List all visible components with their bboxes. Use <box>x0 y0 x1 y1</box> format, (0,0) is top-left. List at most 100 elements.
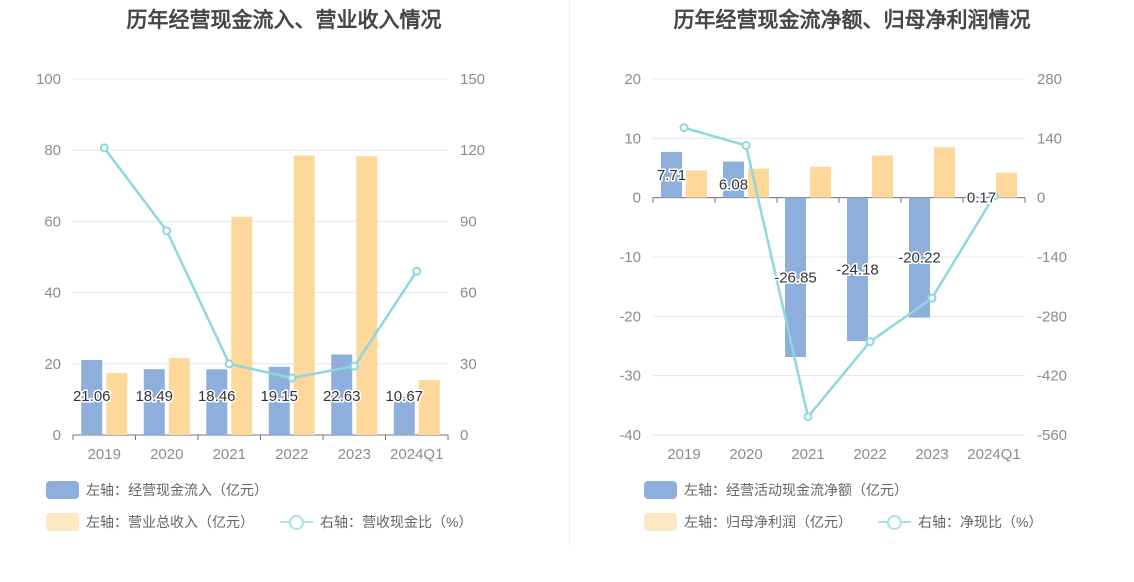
right-legend-item-net-cash-flow[interactable]: 左轴：经营活动现金流净额（亿元） <box>644 480 908 500</box>
left-ratio-point <box>412 266 422 276</box>
left-left-tick-label: 60 <box>44 213 61 230</box>
right-legend-row-2: 左轴：归母净利润（亿元） 右轴：净现比（%） <box>644 511 1068 533</box>
right-ratio-line <box>683 126 996 420</box>
left-data-label: 10.67 <box>385 388 423 405</box>
right-ratio-point <box>989 191 999 201</box>
right-ratio-point <box>741 141 751 151</box>
left-chart-panel: 历年经营现金流入、营业收入情况 0 0 20 30 40 60 60 90 80 120 100 15… <box>36 9 498 533</box>
left-data-label: 19.15 <box>260 388 298 405</box>
left-chart-plot: 0 0 20 30 40 60 60 90 80 120 100 150 2019 2020 2021 202… <box>36 71 485 463</box>
right-data-label: -26.85 <box>774 269 817 286</box>
left-legend-label-ratio: 右轴：营收现金比（%） <box>320 514 473 530</box>
right-left-tick-label: -30 <box>619 368 641 385</box>
right-data-label: 6.08 <box>719 177 748 194</box>
left-left-tick-label: 20 <box>44 356 61 373</box>
left-ratio-point <box>99 143 109 153</box>
right-x-tick-label: 2024Q1 <box>967 446 1020 463</box>
right-x-tick-label: 2021 <box>791 446 824 463</box>
right-ratio-point <box>927 293 937 303</box>
right-legend-label-ratio: 右轴：净现比（%） <box>918 514 1043 530</box>
right-chart-panel: 历年经营现金流净额、归母净利润情况 -40 -560 -30 -420 -20 -280-… <box>570 0 1134 582</box>
right-legend-item-ratio[interactable]: 右轴：净现比（%） <box>878 512 1042 532</box>
left-x-tick-label: 2020 <box>150 446 183 463</box>
left-ratio-line <box>103 147 418 380</box>
left-x-tick-label: 2021 <box>213 446 246 463</box>
left-right-tick-label: 150 <box>460 71 485 88</box>
legend-line-circle-icon <box>280 513 313 531</box>
left-left-tick-label: 0 <box>53 427 61 444</box>
left-ratio-point <box>349 361 359 371</box>
right-bar-blue <box>723 161 744 198</box>
right-ratio-point <box>679 123 689 133</box>
left-x-tick-label: 2022 <box>275 446 308 463</box>
right-bar-orange <box>686 170 707 198</box>
left-right-tick-label: 0 <box>460 427 468 444</box>
legend-line-circle-icon <box>878 513 911 531</box>
left-legend-row-1: 左轴：经营现金流入（亿元） <box>46 479 294 501</box>
right-left-tick-label: -20 <box>619 308 641 325</box>
right-ratio-point <box>803 412 813 422</box>
right-legend-label-net-profit: 左轴：归母净利润（亿元） <box>684 514 852 530</box>
right-x-tick-label: 2023 <box>915 446 948 463</box>
left-bar-orange <box>231 216 253 435</box>
right-bar-blue <box>909 197 930 318</box>
right-left-tick-label: 10 <box>624 130 641 147</box>
right-chart-plot: -40 -560 -30 -420 -20 -280 -10 -140 0 0 10 140 20 280… <box>619 71 1067 463</box>
right-bar-orange <box>810 166 831 198</box>
left-data-label: 18.49 <box>135 388 173 405</box>
right-bar-orange <box>872 155 893 198</box>
left-legend-row-2: 左轴：营业总收入（亿元） 右轴：营收现金比（%） <box>46 511 498 533</box>
left-legend-label-cash-inflow: 左轴：经营现金流入（亿元） <box>86 482 268 498</box>
left-bar-orange <box>106 373 128 435</box>
left-ratio-point <box>224 359 234 369</box>
left-chart-title: 历年经营现金流入、营业收入情况 <box>126 9 442 32</box>
right-ratio-point <box>865 337 875 347</box>
right-x-tick-label: 2020 <box>729 446 762 463</box>
right-right-tick-label: 0 <box>1037 190 1045 207</box>
left-legend-item-ratio[interactable]: 右轴：营收现金比（%） <box>280 512 472 532</box>
right-chart-title: 历年经营现金流净额、归母净利润情况 <box>673 9 1031 32</box>
right-data-label: -24.18 <box>836 261 879 278</box>
left-right-tick-label: 120 <box>460 142 485 159</box>
left-bar-blue <box>331 354 353 435</box>
legend-swatch-orange-bar <box>644 513 677 531</box>
right-data-label: 0.17 <box>967 190 996 207</box>
left-right-tick-label: 30 <box>460 356 477 373</box>
left-bar-orange <box>418 380 440 435</box>
right-bar-blue <box>847 197 868 342</box>
right-bar-blue <box>785 197 806 357</box>
left-bar-orange <box>356 156 378 435</box>
left-x-tick-label: 2019 <box>88 446 121 463</box>
right-data-label: -20.22 <box>898 250 941 267</box>
left-legend-item-cash-inflow[interactable]: 左轴：经营现金流入（亿元） <box>46 480 268 500</box>
right-bar-blue <box>661 151 682 198</box>
right-bar-orange <box>996 172 1017 198</box>
left-ratio-point <box>162 226 172 236</box>
left-bar-blue <box>143 369 165 435</box>
right-right-tick-label: 140 <box>1037 130 1062 147</box>
right-legend-item-net-profit[interactable]: 左轴：归母净利润（亿元） <box>644 512 852 532</box>
left-bar-blue <box>81 360 103 435</box>
legend-swatch-blue-bar <box>46 481 79 499</box>
legend-swatch-orange-bar <box>46 513 79 531</box>
legend-swatch-blue-bar <box>644 481 677 499</box>
left-left-tick-label: 40 <box>44 285 61 302</box>
left-bar-blue <box>268 366 290 435</box>
right-right-tick-label: 280 <box>1037 71 1062 88</box>
right-legend-label-net-cash-flow: 左轴：经营活动现金流净额（亿元） <box>684 482 908 498</box>
left-data-label: 21.06 <box>73 388 111 405</box>
left-left-tick-label: 100 <box>36 71 61 88</box>
left-data-label: 22.63 <box>323 388 361 405</box>
left-legend-label-revenue: 左轴：营业总收入（亿元） <box>86 514 254 530</box>
left-bar-blue <box>206 369 228 435</box>
left-bar-blue <box>393 397 415 435</box>
right-bar-orange <box>934 147 955 198</box>
left-bar-orange <box>293 155 315 436</box>
left-bar-orange <box>168 358 190 435</box>
left-legend-item-revenue[interactable]: 左轴：营业总收入（亿元） <box>46 512 254 532</box>
right-right-tick-label: -420 <box>1037 368 1067 385</box>
right-right-tick-label: -560 <box>1037 427 1067 444</box>
left-right-tick-label: 60 <box>460 285 477 302</box>
left-x-tick-label: 2024Q1 <box>390 446 443 463</box>
right-data-label: 7.71 <box>657 167 686 184</box>
